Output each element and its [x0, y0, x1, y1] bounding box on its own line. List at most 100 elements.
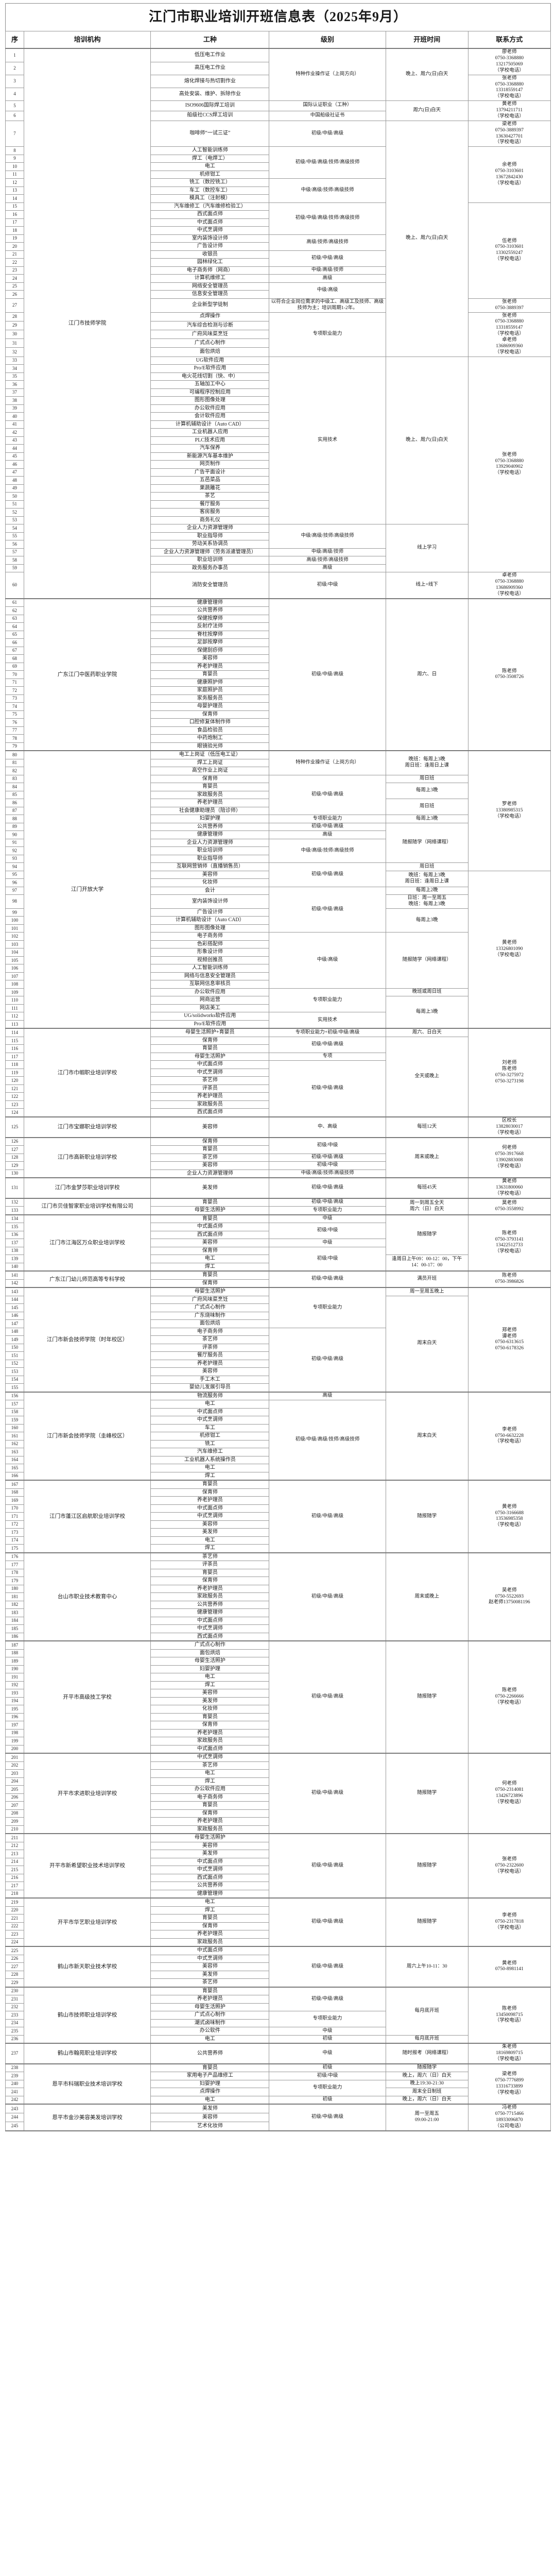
job-type: 美容师	[150, 1239, 270, 1247]
column-header-index: 序	[5, 31, 25, 49]
job-type: 养老护理员	[150, 1359, 270, 1368]
job-type: 职业培训师	[150, 846, 270, 855]
row-index: 19	[5, 234, 25, 243]
job-type: 育婴员	[150, 783, 270, 791]
table-row: 225 鹤山市新天职业技术学校 中式面点师 初级/中级/高级 周六上午10-11：30 黄…	[5, 1946, 551, 1988]
job-type: 电工	[150, 1464, 270, 1472]
job-type: 脊柱按摩师	[150, 630, 270, 639]
job-type: 茶艺师	[150, 1978, 270, 1988]
row-index: 69	[5, 662, 25, 671]
job-type: 口腔修复体制作师	[150, 718, 270, 727]
table-row: 203 电工	[5, 1769, 551, 1778]
row-index: 12	[5, 178, 25, 187]
row-index: 162	[5, 1439, 25, 1449]
job-type: Pro/E软件应用	[150, 1020, 270, 1029]
job-type: 模具工（注射模）	[150, 194, 270, 203]
row-index: 161	[5, 1432, 25, 1440]
job-type: 潮式卤味制作	[150, 2019, 270, 2028]
row-index: 219	[5, 1897, 25, 1907]
row-index: 81	[5, 758, 25, 768]
table-row: 102 电子商务师 中级/高级 随报随学（网络课程）	[5, 932, 551, 989]
row-index: 144	[5, 1295, 25, 1304]
row-index: 185	[5, 1624, 25, 1633]
job-type: 育婴员	[150, 2063, 270, 2073]
certificate-level: 高级	[269, 274, 386, 283]
row-index: 228	[5, 1970, 25, 1979]
row-index: 108	[5, 980, 25, 989]
table-row: 205 办公软件应用	[5, 1785, 551, 1794]
job-type: 母婴生活照护	[150, 2003, 270, 2012]
row-index: 130	[5, 1169, 25, 1179]
job-type: 中式烹调师	[150, 1624, 270, 1633]
table-row: 181 家政服务员	[5, 1592, 551, 1601]
row-index: 187	[5, 1640, 25, 1650]
certificate-level: 专项职业能力	[269, 312, 386, 357]
row-index: 42	[5, 428, 25, 437]
job-type: 焊工	[150, 1471, 270, 1481]
job-type: 社会健康助理员（陪诊师）	[150, 806, 270, 816]
job-type: 商务礼仪	[150, 516, 270, 525]
row-index: 18	[5, 226, 25, 235]
job-type: 公共营养师	[150, 606, 270, 615]
table-row: 189 母婴生活照护	[5, 1657, 551, 1666]
class-start-time: 随报随学	[385, 2063, 468, 2073]
row-index: 76	[5, 718, 25, 727]
certificate-level: 初级/中级/高级	[269, 250, 386, 267]
job-type: 育婴员	[150, 1713, 270, 1722]
job-type: 艺术化妆师	[150, 2121, 270, 2131]
row-index: 102	[5, 932, 25, 941]
contact-info: 张老师 0750-3368880 13318559147 （学校电话） 卓老师 13686…	[467, 312, 551, 357]
row-index: 145	[5, 1303, 25, 1312]
row-index: 96	[5, 878, 25, 887]
training-institution: 鹤山市新天职业技术学校	[24, 1946, 151, 1988]
table-row: 134 江门市江海区万众职业培训学校 育婴员 中级 随报随学 陈老师 0750-379314…	[5, 1214, 551, 1272]
job-type: 茶艺师	[150, 1335, 270, 1344]
job-type: 焊工上岗证	[150, 758, 270, 768]
job-type: 眼镜验光师	[150, 742, 270, 752]
job-type: 母婴生活照护	[150, 1206, 270, 1215]
job-type: 保育师	[150, 1922, 270, 1931]
job-type: 餐厅服务	[150, 500, 270, 509]
row-index: 233	[5, 2011, 25, 2020]
job-type: 养老护理员	[150, 1995, 270, 2004]
row-index: 213	[5, 1850, 25, 1858]
row-index: 101	[5, 924, 25, 933]
job-type: ISO9606国际焊工培训	[150, 100, 270, 111]
row-index: 166	[5, 1471, 25, 1481]
row-index: 89	[5, 822, 25, 832]
row-index: 179	[5, 1577, 25, 1585]
certificate-level: 高级	[269, 1391, 386, 1401]
row-index: 235	[5, 2027, 25, 2036]
class-start-time: 周末全日制班	[385, 2088, 468, 2096]
table-row: 21 收银员 初级/中级/高级	[5, 250, 551, 267]
certificate-level: 中国船级社证书	[269, 110, 386, 121]
table-row: 128 茶艺师 初级/中级/高级	[5, 1153, 551, 1162]
contact-info: 张老师 0750-3889397	[467, 298, 551, 313]
table-row: 236 电工 初级 每月底开班	[5, 2035, 551, 2044]
certificate-level: 初级/中级/高级	[269, 774, 386, 816]
training-institution: 鹤山市技师职业培训学校	[24, 1986, 151, 2044]
row-index: 105	[5, 956, 25, 965]
job-type: 熔化焊接与热切割作业	[150, 74, 270, 88]
row-index: 40	[5, 412, 25, 421]
table-row: 237 鹤山市翰苑职业培训学校 公共营养师 中级 随时报考（网络课程） 朱老师 181698…	[5, 2043, 551, 2064]
table-row: 1 江门市技师学院 低压电工作业 特种作业操作证（上岗方向） 晚上、周六(日)白天 廖老师…	[5, 48, 551, 599]
row-index: 52	[5, 508, 25, 517]
job-type: 广式点心制作	[150, 2011, 270, 2020]
job-type: 广告设计师	[150, 908, 270, 917]
job-type: 化妆师	[150, 1705, 270, 1714]
row-index: 127	[5, 1145, 25, 1154]
row-index: 153	[5, 1367, 25, 1376]
job-type: 中药炮制工	[150, 734, 270, 743]
table-row: 219 开平市华艺职业培训学校 电工 初级/中级/高级 随报随学 李老师 0750-2317…	[5, 1897, 551, 1947]
class-start-time: 晚上、周六(日)白天	[385, 48, 468, 101]
class-start-time: 晚班：每周上3晚 周日班：逢周日上课	[385, 870, 468, 887]
table-row: 94 互联网营销师（直播销售员） 初级/中级/高级 周日班	[5, 862, 551, 887]
job-type: 汽车维修工	[150, 1448, 270, 1456]
table-row: 195 化妆师	[5, 1705, 551, 1714]
class-start-time: 每月底开班	[385, 2035, 468, 2044]
row-index: 38	[5, 396, 25, 405]
job-type: 养老护理员	[150, 1817, 270, 1826]
row-index: 67	[5, 646, 25, 655]
table-row: 64 反射疗法师	[5, 622, 551, 631]
